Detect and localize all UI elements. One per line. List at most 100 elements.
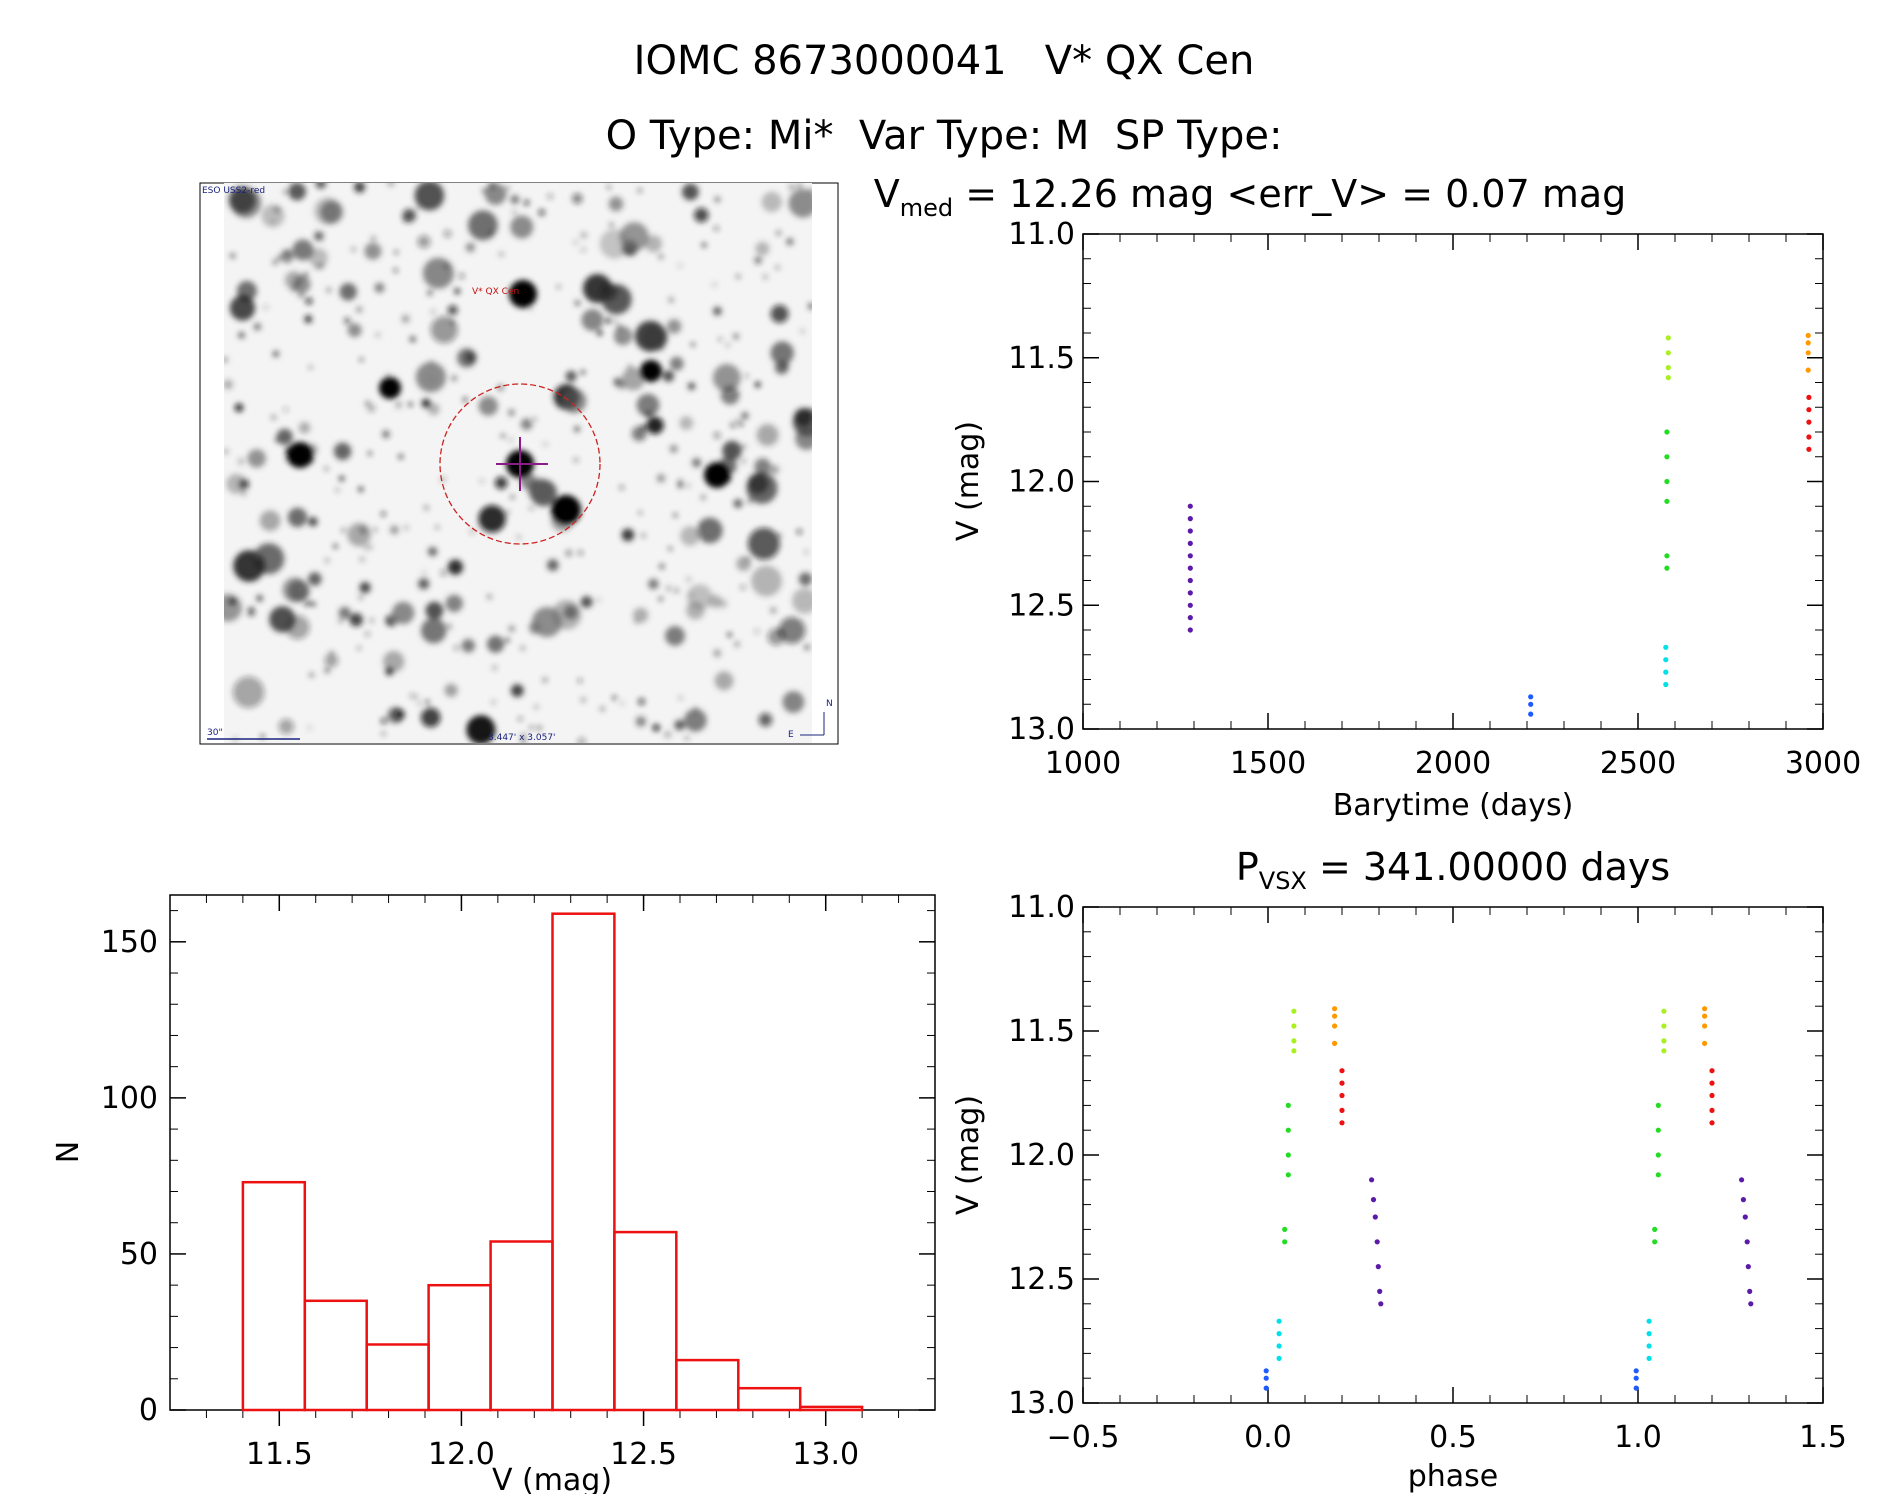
- phased-point: [1276, 1331, 1282, 1337]
- lightcurve-point: [1528, 711, 1534, 717]
- finder-star: [409, 693, 415, 699]
- finder-star-field: [224, 183, 812, 743]
- phased-point: [1332, 1006, 1338, 1012]
- finder-star: [414, 183, 445, 211]
- finder-star: [690, 592, 694, 597]
- phased-point: [1661, 1038, 1667, 1044]
- phased-point: [1291, 1023, 1297, 1029]
- finder-star: [520, 473, 537, 490]
- finder-star: [669, 356, 684, 371]
- histogram-bar: [427, 1283, 492, 1412]
- finder-star: [741, 412, 749, 420]
- finder-star: [339, 283, 357, 301]
- phased-point: [1285, 1127, 1291, 1133]
- finder-star: [518, 716, 523, 722]
- finder-star: [354, 183, 366, 193]
- finder-star: [612, 695, 617, 700]
- finder-star: [392, 601, 415, 625]
- finder-star: [510, 684, 524, 697]
- finder-star: [634, 619, 639, 624]
- finder-star: [492, 665, 497, 670]
- finder-star: [798, 572, 812, 586]
- finder-star: [387, 707, 404, 724]
- finder-star: [224, 379, 233, 390]
- finder-star: [356, 306, 363, 313]
- finder-star: [516, 535, 521, 540]
- lightcurve-point: [1665, 365, 1671, 371]
- phased-point: [1282, 1226, 1288, 1232]
- finder-star: [260, 734, 265, 739]
- finder-star: [714, 196, 721, 203]
- finder-star: [274, 438, 279, 443]
- histogram-bar: [675, 1358, 740, 1412]
- finder-star: [634, 320, 666, 352]
- finder-star: [581, 697, 586, 703]
- lightcurve-point: [1805, 340, 1811, 346]
- finder-star: [648, 578, 659, 590]
- finder-star: [421, 617, 447, 644]
- finder-star: [261, 204, 285, 228]
- phased-point: [1655, 1127, 1661, 1133]
- finder-star: [774, 360, 789, 375]
- finder-star: [725, 343, 730, 348]
- lightcurve-title: Vmed = 12.26 mag <err_V> = 0.07 mag: [874, 172, 1627, 222]
- finder-star: [247, 449, 266, 468]
- finder-star: [641, 533, 646, 538]
- finder-star: [238, 478, 250, 490]
- finder-star: [666, 319, 682, 334]
- lightcurve-ticks: 1000 1500 2000 2500 3000 11.0 11.5 12.0 12.5 13.0: [1008, 217, 1861, 781]
- finder-star: [272, 259, 279, 266]
- phased-point: [1291, 1038, 1297, 1044]
- phased-point: [1374, 1239, 1380, 1245]
- finder-star: [580, 232, 587, 239]
- finder-star: [521, 734, 526, 739]
- phased-point: [1378, 1301, 1384, 1307]
- finder-star: [308, 248, 328, 268]
- finder-star: [597, 330, 603, 336]
- finder-star: [228, 598, 236, 606]
- finder-star: [488, 183, 496, 190]
- finder-star: [375, 332, 380, 338]
- finder-star: [669, 445, 678, 453]
- finder-star: [574, 426, 580, 432]
- finder-star: [687, 382, 696, 390]
- finder-star: [408, 402, 413, 407]
- finder-star: [224, 448, 229, 455]
- finder-star: [347, 323, 362, 338]
- phased-title: PVSX = 341.00000 days: [1236, 845, 1670, 895]
- finder-star: [686, 584, 713, 610]
- phased-point: [1646, 1331, 1652, 1337]
- finder-star: [736, 556, 751, 571]
- phased-point: [1702, 1013, 1708, 1019]
- phased-point: [1646, 1343, 1652, 1349]
- finder-star: [272, 350, 279, 357]
- lightcurve-point: [1665, 335, 1671, 341]
- finder-star: [741, 444, 747, 449]
- finder-star: [435, 525, 440, 530]
- histogram-bar: [551, 912, 616, 1412]
- finder-star: [613, 319, 618, 324]
- finder-star: [372, 527, 377, 532]
- phased-point: [1652, 1226, 1658, 1232]
- finder-star: [529, 505, 534, 510]
- lightcurve-ytick-label: 12.5: [1008, 588, 1075, 623]
- lightcurve-point: [1528, 694, 1534, 700]
- compass-east-label: E: [788, 730, 794, 740]
- finder-star: [770, 304, 789, 323]
- target-aperture-circle: [439, 383, 601, 545]
- phased-point: [1661, 1008, 1667, 1014]
- finder-star: [581, 309, 604, 331]
- histogram-ytick-label: 50: [120, 1237, 158, 1272]
- finder-star: [236, 280, 257, 301]
- finder-star: [734, 641, 740, 647]
- finder-star: [303, 272, 308, 277]
- finder-star: [447, 559, 463, 575]
- finder-star: [237, 458, 245, 465]
- lightcurve-point: [1806, 407, 1812, 413]
- finder-star: [401, 314, 410, 323]
- finder-star: [298, 292, 305, 299]
- finder-star: [319, 200, 344, 224]
- finder-star: [283, 407, 288, 412]
- finder-star: [692, 458, 702, 468]
- finder-star: [646, 416, 664, 435]
